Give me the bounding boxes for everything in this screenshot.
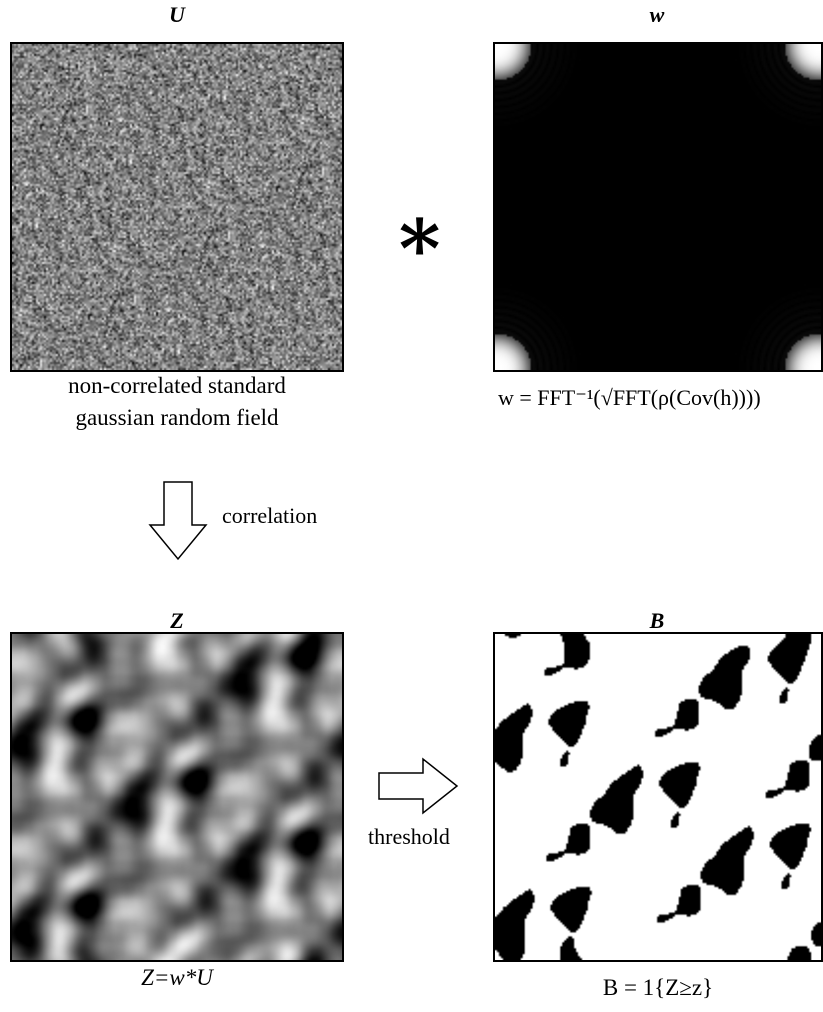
binary-field-canvas bbox=[495, 634, 821, 960]
panel-u-noise-image bbox=[10, 42, 344, 372]
caption-b: B = 1{Z≥z} bbox=[602, 975, 714, 1000]
correlated-field-canvas bbox=[12, 634, 342, 960]
panel-title-w: w bbox=[649, 2, 665, 27]
panel-title-z: Z bbox=[170, 608, 184, 633]
panel-b-binary-image bbox=[493, 632, 823, 962]
caption-u-line2: gaussian random field bbox=[75, 405, 279, 430]
kernel-formula: w = FFT⁻¹(√FFT(ρ(Cov(h)))) bbox=[498, 385, 761, 410]
panel-title-b: B bbox=[649, 608, 665, 633]
caption-z: Z=w*U bbox=[141, 965, 213, 990]
panel-title-u: U bbox=[169, 2, 185, 27]
caption-u: non-correlated standard gaussian random … bbox=[10, 370, 344, 434]
threshold-label: threshold bbox=[368, 824, 450, 849]
convolution-operator: ∗ bbox=[392, 191, 448, 279]
panel-w-kernel-image bbox=[493, 42, 823, 372]
correlation-label: correlation bbox=[222, 503, 318, 528]
caption-u-line1: non-correlated standard bbox=[68, 373, 286, 398]
noise-field-canvas bbox=[12, 44, 342, 370]
panel-z-correlated-image bbox=[10, 632, 344, 962]
down-arrow-icon bbox=[148, 481, 208, 561]
kernel-canvas bbox=[495, 44, 821, 370]
right-arrow-icon bbox=[378, 757, 459, 815]
